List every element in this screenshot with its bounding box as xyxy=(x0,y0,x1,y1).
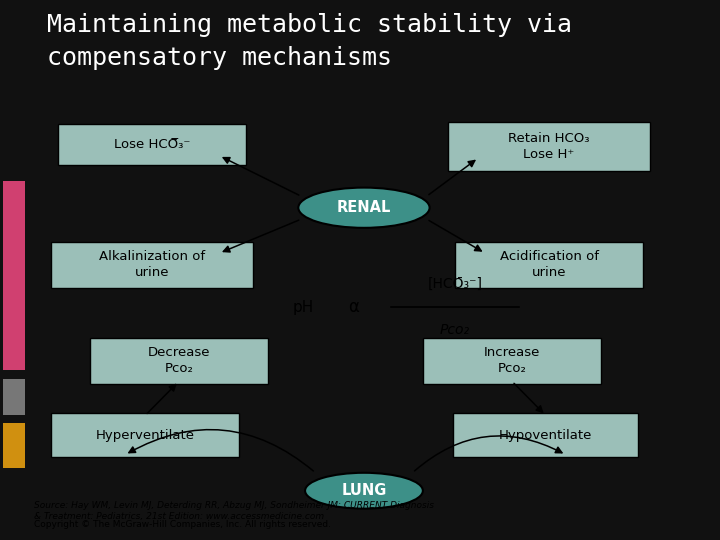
Text: Source: Hay WM, Levin MJ, Deterding RR, Abzug MJ, Sondheimer JM: CURRENT Diagnos: Source: Hay WM, Levin MJ, Deterding RR, … xyxy=(34,501,434,521)
Text: Acidification of
urine: Acidification of urine xyxy=(500,250,598,279)
Text: Retain HCO₃
Lose H⁺: Retain HCO₃ Lose H⁺ xyxy=(508,132,590,161)
Text: Hyperventilate: Hyperventilate xyxy=(96,429,194,442)
FancyBboxPatch shape xyxy=(455,241,644,287)
Text: Increase
Pco₂: Increase Pco₂ xyxy=(484,346,540,375)
FancyBboxPatch shape xyxy=(3,423,24,468)
Text: Maintaining metabolic stability via
compensatory mechanisms: Maintaining metabolic stability via comp… xyxy=(47,13,572,70)
Text: Lose HCŌ̅₃⁻: Lose HCŌ̅₃⁻ xyxy=(114,138,190,151)
FancyBboxPatch shape xyxy=(58,124,246,165)
FancyBboxPatch shape xyxy=(453,413,639,457)
Text: Pco₂: Pco₂ xyxy=(440,323,470,337)
FancyBboxPatch shape xyxy=(51,413,240,457)
FancyBboxPatch shape xyxy=(51,241,253,287)
Text: LUNG: LUNG xyxy=(341,483,387,498)
Ellipse shape xyxy=(305,473,423,509)
Text: Decrease
Pco₂: Decrease Pco₂ xyxy=(148,346,210,375)
Text: α: α xyxy=(348,298,359,316)
FancyBboxPatch shape xyxy=(3,181,24,370)
FancyBboxPatch shape xyxy=(448,123,650,171)
Text: Alkalinization of
urine: Alkalinization of urine xyxy=(99,250,205,279)
FancyBboxPatch shape xyxy=(89,338,268,384)
FancyBboxPatch shape xyxy=(3,379,24,415)
Text: Copyright © The McGraw-Hill Companies, Inc. All rights reserved.: Copyright © The McGraw-Hill Companies, I… xyxy=(34,521,331,529)
Text: pH: pH xyxy=(293,300,314,314)
Text: [HCŌ₃⁻]: [HCŌ₃⁻] xyxy=(428,277,482,291)
Text: RENAL: RENAL xyxy=(337,200,391,215)
FancyBboxPatch shape xyxy=(423,338,601,384)
Ellipse shape xyxy=(298,187,430,228)
Text: Hypoventilate: Hypoventilate xyxy=(499,429,593,442)
